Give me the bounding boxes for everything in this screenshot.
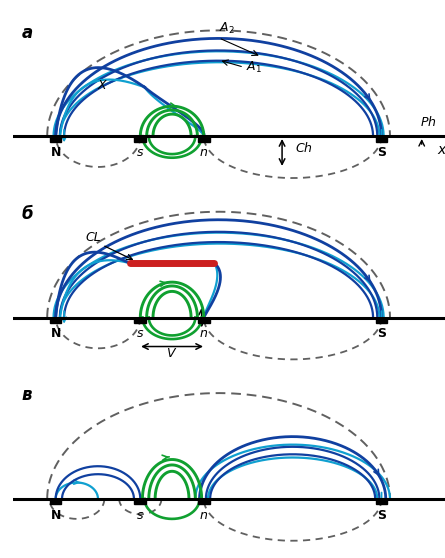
Text: S: S — [377, 509, 386, 522]
Text: s: s — [137, 328, 144, 340]
Bar — [50, 318, 61, 323]
Text: $A_2$: $A_2$ — [218, 21, 235, 36]
Bar — [376, 136, 387, 142]
Bar — [134, 499, 146, 504]
Text: s: s — [137, 509, 144, 522]
Text: $X$: $X$ — [97, 79, 108, 92]
Text: CL: CL — [86, 232, 101, 244]
Text: N: N — [50, 146, 61, 159]
Text: $V$: $V$ — [166, 348, 178, 360]
Bar — [134, 318, 146, 323]
Text: n: n — [200, 146, 208, 159]
Bar — [376, 499, 387, 504]
Text: $Ph$: $Ph$ — [420, 115, 436, 129]
Bar — [198, 499, 210, 504]
Text: S: S — [377, 146, 386, 159]
Bar — [376, 318, 387, 323]
Text: $x$: $x$ — [437, 143, 445, 157]
Text: n: n — [200, 509, 208, 522]
Text: N: N — [50, 509, 61, 522]
Text: б: б — [22, 205, 33, 223]
Text: в: в — [22, 386, 32, 405]
Text: S: S — [377, 328, 386, 340]
Bar — [198, 136, 210, 142]
Text: $A_1$: $A_1$ — [246, 60, 262, 75]
Text: а: а — [22, 24, 33, 42]
Bar — [198, 318, 210, 323]
Bar — [134, 136, 146, 142]
Bar — [50, 136, 61, 142]
Text: s: s — [137, 146, 144, 159]
Bar — [50, 499, 61, 504]
Text: $Ch$: $Ch$ — [295, 142, 312, 156]
Text: n: n — [200, 328, 208, 340]
Text: N: N — [50, 328, 61, 340]
